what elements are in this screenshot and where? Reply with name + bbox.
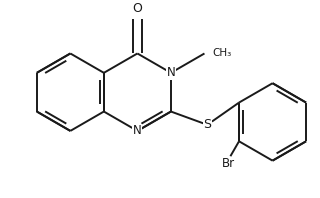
Text: N: N xyxy=(166,66,175,79)
Text: S: S xyxy=(203,118,211,131)
Text: O: O xyxy=(132,2,142,15)
Text: CH₃: CH₃ xyxy=(212,49,232,58)
Text: N: N xyxy=(133,124,142,137)
Text: Br: Br xyxy=(222,157,235,170)
